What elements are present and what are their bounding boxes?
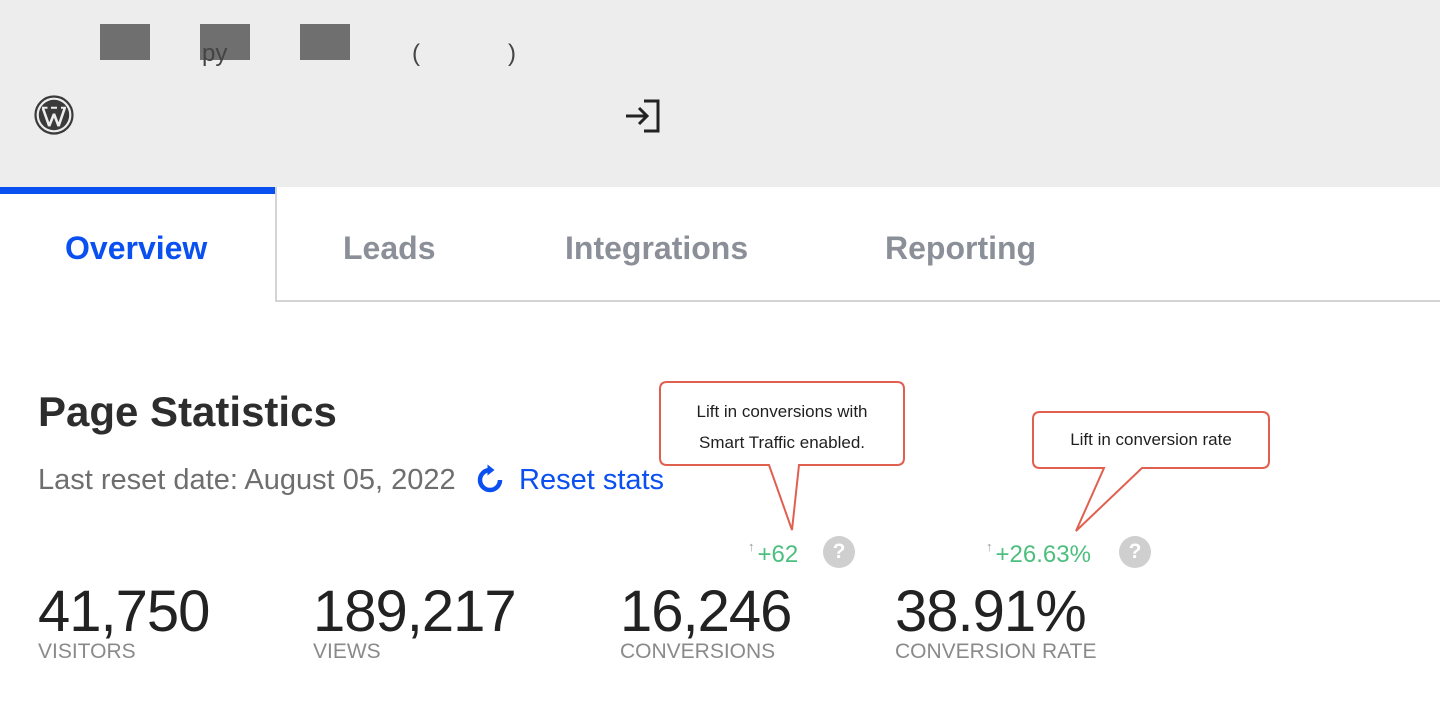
views-label: VIEWS [313,640,381,663]
conversion-rate-lift-value: +26.63% [995,541,1091,568]
callout-rate-text: Lift in conversion rate [1070,430,1232,449]
tab-overview[interactable]: Overview [65,230,208,266]
header-text-fragment: ) [508,40,516,67]
visitors-label: VISITORS [38,640,136,663]
reset-stats-button[interactable]: Reset stats [474,460,664,500]
tab-leads[interactable]: Leads [343,230,436,266]
redacted-block [200,24,250,60]
visitors-value: 41,750 [38,579,210,644]
help-icon[interactable]: ? [823,536,855,568]
up-arrow-icon: ↑ [748,539,755,554]
page-title: Page Statistics [38,388,337,435]
redacted-block [100,24,150,60]
views-value: 189,217 [313,579,517,644]
up-arrow-icon: ↑ [986,539,993,554]
active-tab-indicator [0,187,277,194]
reset-date: Last reset date: August 05, 2022 [38,464,456,496]
conversions-lift-value: +62 [757,541,799,568]
conversions-value: 16,246 [620,579,792,644]
conversions-lift: ↑ +62 [748,540,798,572]
conversion-rate-lift: ↑ +26.63% [986,540,1091,572]
exit-icon[interactable] [622,96,662,136]
refresh-icon [477,464,503,493]
tab-reporting[interactable]: Reporting [885,230,1037,266]
callout-conversions-text: Lift in conversions with Smart Traffic e… [696,402,868,452]
conversion-rate-value: 38.91% [895,579,1087,644]
reset-stats-label: Reset stats [519,464,665,496]
tab-integrations[interactable]: Integrations [565,230,749,266]
header-text-fragment: py [202,40,228,67]
tab-divider [275,187,277,302]
conversions-label: CONVERSIONS [620,640,776,663]
help-icon[interactable]: ? [1119,536,1151,568]
wordpress-icon[interactable] [34,95,74,135]
conversion-rate-label: CONVERSION RATE [895,640,1097,663]
top-header: py ( ) [0,0,1440,187]
tab-bar-border [276,300,1440,302]
header-text-fragment: ( [412,40,420,67]
redacted-block [300,24,350,60]
